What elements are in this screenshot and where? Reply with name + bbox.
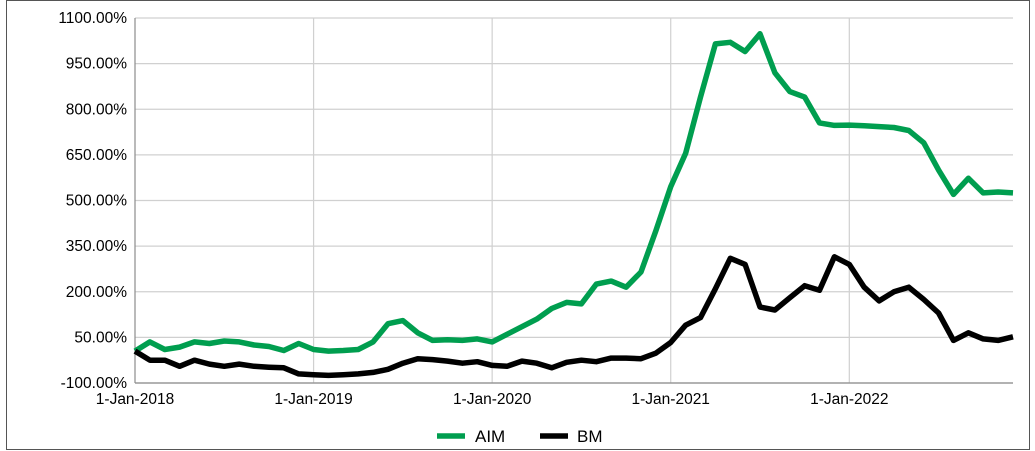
series-lines: [133, 31, 1014, 379]
y-tick-label: 500.00%: [66, 193, 127, 210]
legend: AIM BM: [437, 427, 603, 446]
y-tick-label: 200.00%: [66, 284, 127, 301]
legend-label-bm: BM: [577, 427, 603, 446]
series-line-aim: [133, 31, 1014, 354]
x-tick-label: 1-Jan-2022: [810, 391, 888, 408]
x-tick-label: 1-Jan-2018: [96, 391, 174, 408]
y-tick-label: 1100.00%: [58, 10, 127, 27]
chart-border: [6, 0, 1030, 450]
legend-label-aim: AIM: [475, 427, 505, 446]
y-tick-label: 800.00%: [66, 101, 127, 118]
grid-lines: [135, 17, 1013, 384]
series-line-bm: [133, 254, 1014, 379]
y-tick-label: 950.00%: [66, 56, 127, 73]
x-tick-label: 1-Jan-2021: [632, 391, 710, 408]
y-tick-label: 650.00%: [66, 147, 127, 164]
x-tick-label: 1-Jan-2019: [274, 391, 352, 408]
y-tick-label: 50.00%: [74, 329, 127, 346]
x-tick-label: 1-Jan-2020: [453, 391, 532, 408]
y-tick-label: 350.00%: [66, 238, 127, 255]
axes: -100.00% 50.00% 200.00% 350.00% 500.00% 650.0…: [58, 10, 1013, 408]
y-tick-label: -100.00%: [61, 375, 128, 392]
